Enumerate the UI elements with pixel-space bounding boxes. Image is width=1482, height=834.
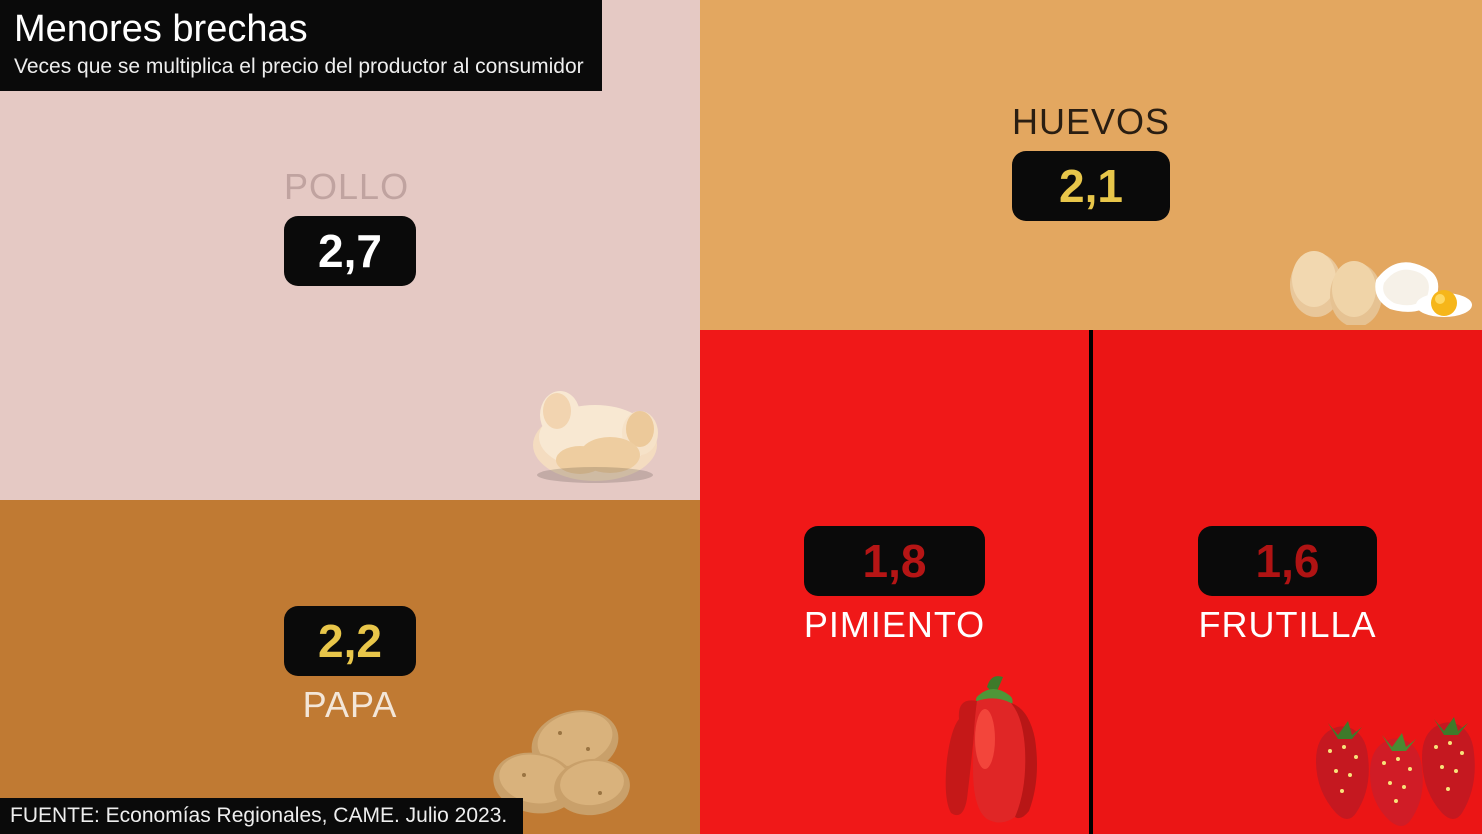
- right-bottom-row: 1,8 PIMIENTO 1,6: [700, 330, 1482, 834]
- panel-papa-content: 2,2 PAPA: [284, 598, 416, 726]
- label-pimiento: PIMIENTO: [804, 604, 985, 646]
- panel-pollo-content: POLLO 2,7: [284, 166, 416, 294]
- panel-papa: 2,2 PAPA: [0, 500, 700, 834]
- chicken-icon: [510, 375, 680, 490]
- value-huevos: 2,1: [1012, 151, 1170, 221]
- panel-huevos-content: HUEVOS 2,1: [1012, 101, 1170, 229]
- strawberry-icon: [1298, 699, 1478, 834]
- value-pimiento: 1,8: [804, 526, 985, 596]
- value-pollo: 2,7: [284, 216, 416, 286]
- panel-frutilla: 1,6 FRUTILLA: [1093, 330, 1482, 834]
- panel-huevos: HUEVOS 2,1: [700, 0, 1482, 330]
- label-papa: PAPA: [284, 684, 416, 726]
- eggs-icon: [1276, 205, 1476, 330]
- right-column: HUEVOS 2,1: [700, 0, 1482, 500]
- label-frutilla: FRUTILLA: [1198, 604, 1376, 646]
- infographic-grid: POLLO 2,7 2,2 P: [0, 0, 1482, 834]
- value-papa: 2,2: [284, 606, 416, 676]
- label-huevos: HUEVOS: [1012, 101, 1170, 143]
- panel-pimiento-content: 1,8 PIMIENTO: [804, 518, 985, 646]
- title-box: Menores brechas Veces que se multiplica …: [0, 0, 602, 91]
- title-line2: Veces que se multiplica el precio del pr…: [14, 55, 584, 79]
- value-frutilla: 1,6: [1198, 526, 1376, 596]
- panel-frutilla-content: 1,6 FRUTILLA: [1198, 518, 1376, 646]
- pepper-icon: [929, 669, 1059, 834]
- title-line1: Menores brechas: [14, 8, 584, 51]
- label-pollo: POLLO: [284, 166, 416, 208]
- source-text: FUENTE: Economías Regionales, CAME. Juli…: [0, 798, 523, 834]
- panel-pimiento: 1,8 PIMIENTO: [700, 330, 1089, 834]
